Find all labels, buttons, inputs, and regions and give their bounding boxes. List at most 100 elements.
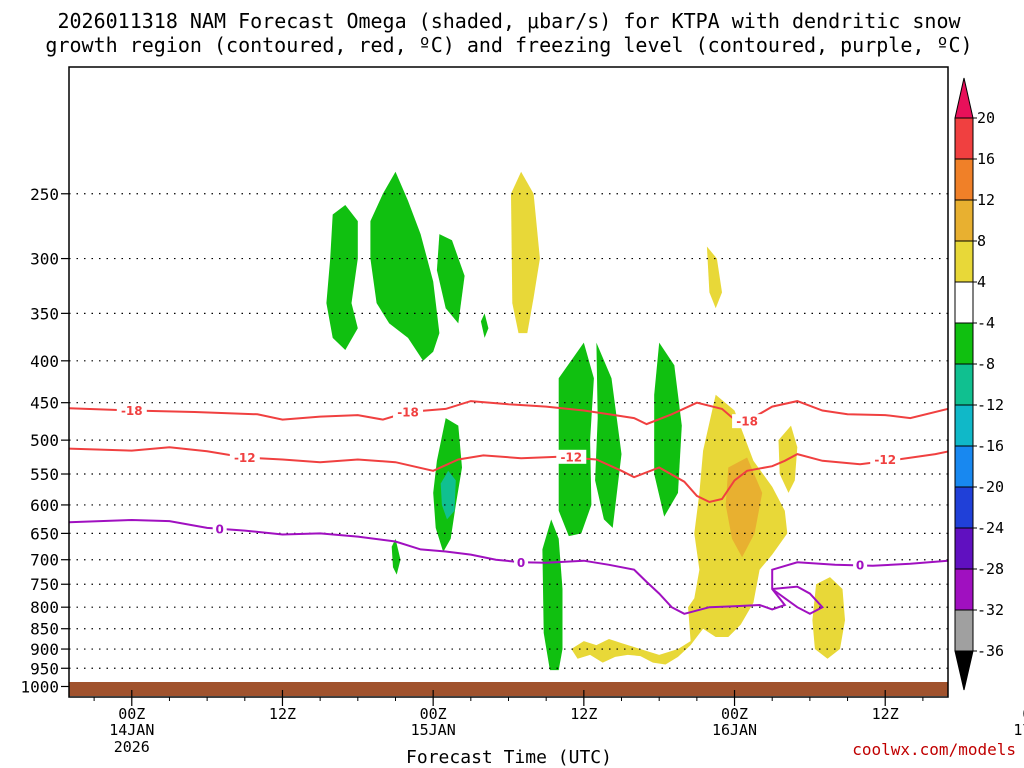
y-tick-label-950: 950 (30, 659, 59, 678)
contour-label-7: 0 (517, 556, 525, 570)
contour-minus18 (69, 400, 948, 426)
contour-label-bg-1 (393, 405, 424, 420)
y-axis: 2503003504004505005506006507007508008509… (20, 185, 69, 696)
y-tick-label-300: 300 (30, 250, 59, 269)
credit-text: coolwx.com/models (852, 740, 1016, 759)
x-tick-date-6: 17JAN (1013, 721, 1024, 739)
colorbar-segment-7 (954, 404, 974, 447)
y-tick-label-1000: 1000 (20, 677, 59, 696)
contour-label-8: 0 (856, 558, 864, 572)
chart-title-line2: growth region (contoured, red, ºC) and f… (45, 33, 972, 57)
x-tick-label-2: 00Z (420, 705, 447, 723)
colorbar-label-10: -24 (977, 519, 1004, 537)
omega-region-0 (326, 205, 358, 350)
colorbar-segment-12 (954, 609, 974, 652)
colorbar-label-3: 8 (977, 232, 986, 250)
contour-freezing-loop (771, 585, 825, 615)
contour-label-bg-6 (212, 521, 227, 536)
contour-label-0: -18 (121, 404, 143, 418)
y-tick-label-800: 800 (30, 598, 59, 617)
omega-region-13 (571, 394, 788, 665)
y-tick-label-500: 500 (30, 431, 59, 450)
colorbar-label-11: -28 (977, 560, 1004, 578)
contour-label-5: -12 (874, 453, 896, 467)
y-tick-label-450: 450 (30, 394, 59, 413)
colorbar-label-0: 20 (977, 109, 995, 127)
colorbar-label-12: -32 (977, 601, 1004, 619)
x-tick-label-0: 00Z (118, 705, 145, 723)
omega-region-16 (725, 457, 763, 558)
colorbar-label-6: -8 (977, 355, 995, 373)
colorbar-segment-5 (954, 322, 974, 365)
y-tick-label-250: 250 (30, 185, 59, 204)
omega-region-11 (511, 171, 540, 334)
contour-label-2: -18 (736, 415, 758, 429)
contour-label-3: -12 (234, 451, 256, 465)
contour-label-bg-5 (870, 452, 901, 467)
omega-region-12 (706, 246, 722, 309)
colorbar-label-7: -12 (977, 396, 1004, 414)
omega-shading (326, 171, 845, 671)
colorbar-segment-2 (954, 199, 974, 242)
colorbar-label-5: -4 (977, 314, 995, 332)
colorbar-label-1: 16 (977, 150, 995, 168)
contour-label-1: -18 (397, 406, 419, 420)
contour-freezing (69, 518, 948, 615)
x-tick-date-4: 16JAN (712, 721, 757, 739)
x-tick-date-0: 14JAN (109, 721, 154, 739)
contour-label-bg-4 (556, 449, 587, 464)
colorbar-segment-4 (954, 281, 974, 324)
y-tick-label-750: 750 (30, 575, 59, 594)
x-tick-year-0: 2026 (114, 738, 150, 756)
omega-region-5 (440, 470, 456, 520)
contour-minus12 (69, 446, 948, 504)
colorbar-label-2: 12 (977, 191, 995, 209)
colorbar-bottom-arrow (954, 650, 974, 691)
y-tick-label-550: 550 (30, 465, 59, 484)
contour-label-bg-0 (116, 403, 147, 418)
contour-label-6: 0 (216, 522, 224, 536)
colorbar-segment-8 (954, 445, 974, 488)
y-tick-label-650: 650 (30, 524, 59, 543)
colorbar-label-13: -36 (977, 642, 1004, 660)
y-tick-label-850: 850 (30, 620, 59, 639)
x-tick-label-1: 12Z (269, 705, 296, 723)
omega-region-3 (480, 313, 489, 338)
colorbar-segment-1 (954, 158, 974, 201)
x-tick-label-6: 00Z (1022, 705, 1024, 723)
omega-region-9 (595, 342, 622, 528)
chart-title-line1: 2026011318 NAM Forecast Omega (shaded, μ… (57, 9, 961, 33)
omega-region-6 (391, 538, 401, 575)
contour-label-bg-2 (732, 414, 763, 429)
x-tick-label-3: 12Z (570, 705, 597, 723)
y-tick-label-400: 400 (30, 352, 59, 371)
omega-region-8 (558, 342, 594, 537)
y-tick-label-600: 600 (30, 496, 59, 515)
colorbar: 20 16 12 8 4 -4 -8 -12 -16 -20 -24 -28 -32 -36 (954, 77, 1004, 691)
colorbar-segment-0 (954, 117, 974, 160)
colorbar-label-4: 4 (977, 273, 986, 291)
terrain-bar (69, 682, 948, 696)
x-axis-label: Forecast Time (UTC) (406, 747, 612, 768)
contour-label-bg-3 (229, 450, 260, 465)
contour-label-bg-7 (514, 555, 529, 570)
x-tick-label-5: 12Z (872, 705, 899, 723)
colorbar-segment-3 (954, 240, 974, 283)
colorbar-segment-9 (954, 486, 974, 529)
y-tick-label-900: 900 (30, 640, 59, 659)
contour-label-bg-8 (853, 557, 868, 572)
colorbar-segment-11 (954, 568, 974, 611)
omega-region-7 (542, 519, 563, 671)
colorbar-top-arrow (954, 77, 974, 119)
colorbar-label-9: -20 (977, 478, 1004, 496)
x-axis: 00Z14JAN202612Z00Z15JAN12Z00Z16JAN12Z00Z… (93, 690, 1024, 756)
omega-region-2 (436, 234, 465, 324)
colorbar-label-8: -16 (977, 437, 1004, 455)
y-tick-label-700: 700 (30, 551, 59, 570)
temperature-contours: -18 -18 -18 -12 -12 -12 0 0 0 (69, 400, 948, 615)
omega-region-10 (654, 342, 682, 517)
omega-region-1 (370, 171, 440, 361)
x-tick-label-4: 00Z (721, 705, 748, 723)
omega-region-14 (812, 577, 845, 659)
